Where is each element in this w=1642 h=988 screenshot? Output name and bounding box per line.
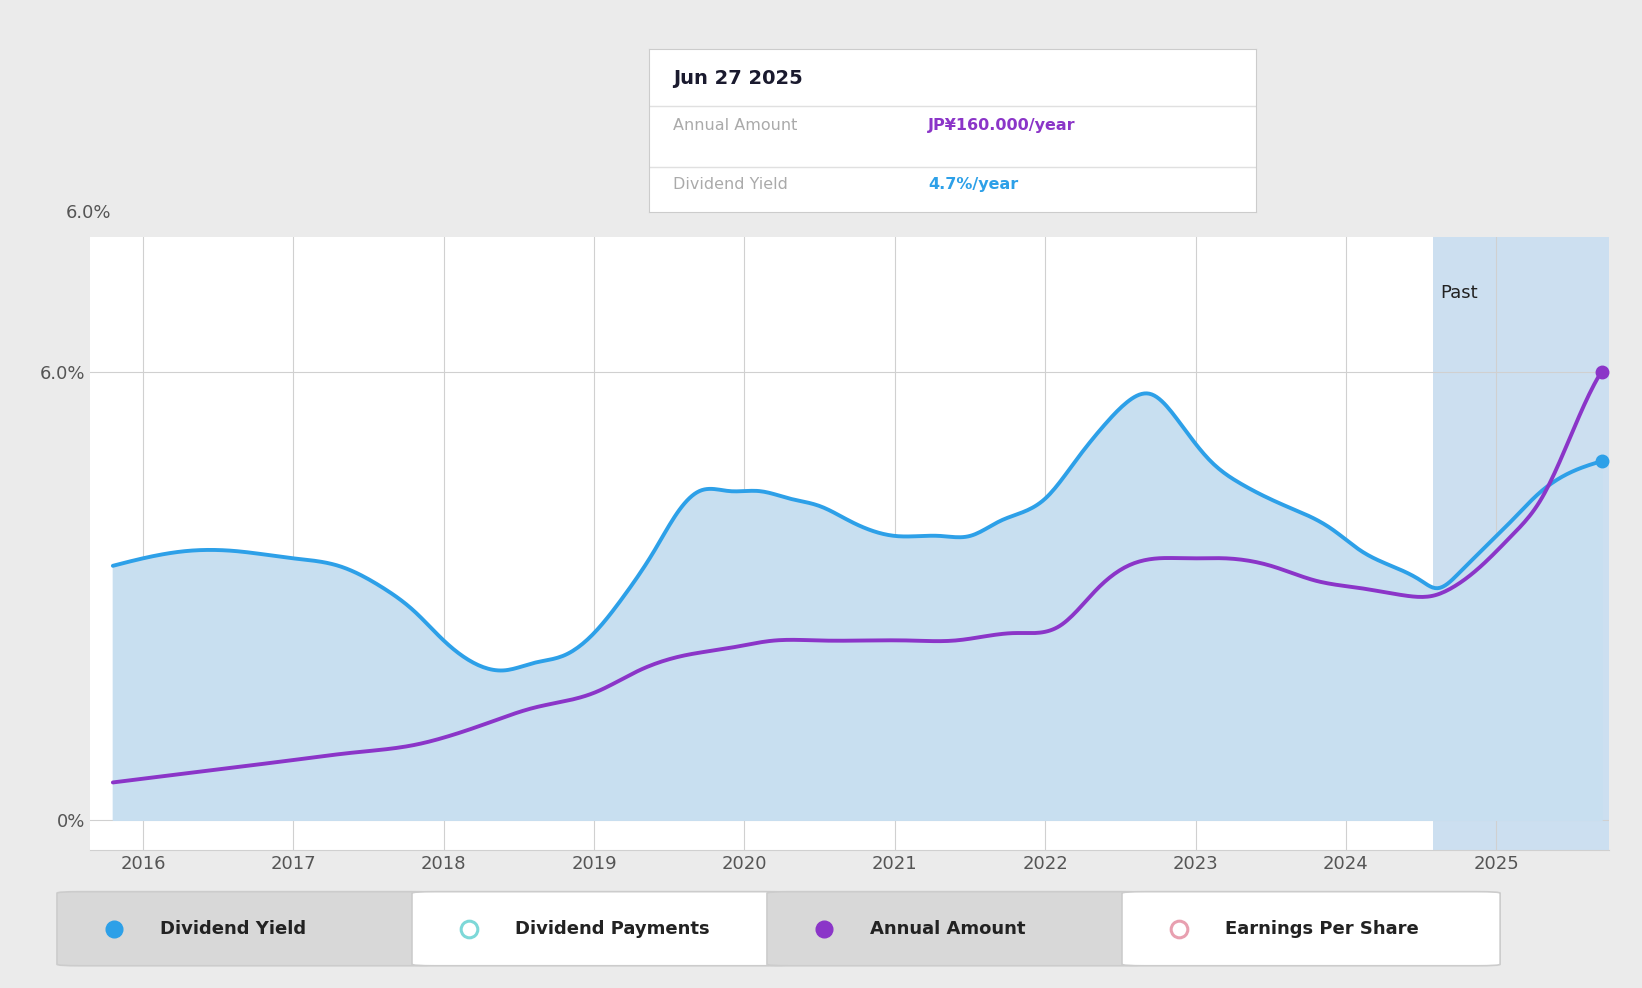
Text: 4.7%/year: 4.7%/year: [928, 177, 1018, 192]
Text: Past: Past: [1440, 284, 1478, 301]
FancyBboxPatch shape: [412, 891, 790, 966]
Text: Annual Amount: Annual Amount: [870, 920, 1026, 938]
Text: Dividend Yield: Dividend Yield: [673, 177, 788, 192]
Text: Dividend Yield: Dividend Yield: [161, 920, 307, 938]
Bar: [1433, 237, 1609, 850]
FancyBboxPatch shape: [57, 891, 435, 966]
Text: JP¥160.000/year: JP¥160.000/year: [928, 118, 1076, 132]
Text: Earnings Per Share: Earnings Per Share: [1225, 920, 1419, 938]
Text: Jun 27 2025: Jun 27 2025: [673, 69, 803, 88]
Text: Annual Amount: Annual Amount: [673, 118, 798, 132]
FancyBboxPatch shape: [1121, 891, 1501, 966]
FancyBboxPatch shape: [767, 891, 1144, 966]
Text: 6.0%: 6.0%: [66, 205, 112, 222]
Text: Dividend Payments: Dividend Payments: [516, 920, 709, 938]
